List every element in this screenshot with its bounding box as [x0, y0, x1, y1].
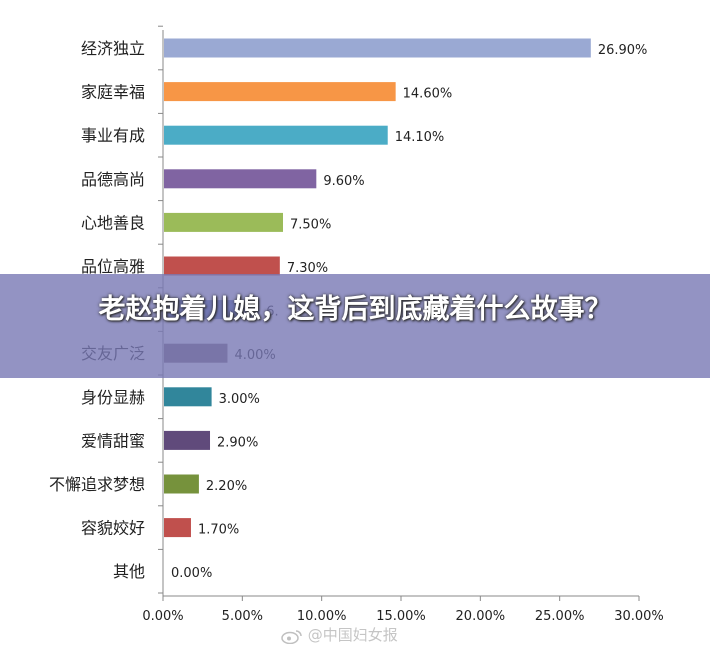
category-label: 心地善良: [81, 213, 145, 232]
data-label: 2.90%: [217, 435, 258, 450]
data-label: 9.60%: [323, 174, 364, 189]
bar: [164, 387, 212, 407]
category-label: 容貌姣好: [81, 519, 145, 538]
bar: [164, 38, 591, 58]
x-tick-label: 30.00%: [614, 609, 664, 624]
category-label: 身份显赫: [81, 388, 145, 407]
category-label: 事业有成: [81, 126, 145, 145]
bar: [164, 169, 317, 189]
category-label: 品德高尚: [81, 170, 145, 189]
bar: [164, 518, 191, 538]
data-label: 2.20%: [206, 479, 247, 494]
data-label: 26.90%: [598, 43, 648, 58]
category-label: 家庭幸福: [81, 83, 145, 102]
x-tick-label: 5.00%: [222, 609, 263, 624]
x-tick-label: 15.00%: [376, 609, 426, 624]
x-tick-label: 25.00%: [535, 609, 585, 624]
bar: [164, 212, 283, 232]
watermark-text: @中国妇女报: [307, 626, 398, 644]
bar: [164, 430, 211, 450]
title-overlay-banner: [0, 274, 710, 378]
category-label: 不懈追求梦想: [49, 475, 145, 494]
data-label: 7.30%: [287, 261, 328, 276]
weibo-icon: [281, 629, 302, 644]
data-label: 14.10%: [395, 130, 445, 145]
watermark: @中国妇女报: [281, 624, 398, 645]
x-tick-label: 20.00%: [456, 609, 506, 624]
bar: [164, 125, 388, 145]
data-label: 14.60%: [403, 87, 453, 102]
category-label: 其他: [113, 562, 145, 581]
data-label: 3.00%: [219, 392, 260, 407]
x-tick-label: 0.00%: [142, 609, 183, 624]
data-label: 1.70%: [198, 523, 239, 538]
category-label: 爱情甜蜜: [81, 431, 145, 450]
bar: [164, 256, 280, 276]
category-label: 品位高雅: [81, 257, 145, 276]
data-label: 0.00%: [171, 566, 212, 581]
bar: [164, 82, 396, 102]
data-label: 7.50%: [290, 217, 331, 232]
bar: [164, 474, 199, 494]
category-label: 经济独立: [81, 39, 145, 58]
x-tick-label: 10.00%: [297, 609, 347, 624]
overlay-title: 老赵抱着儿媳，这背后到底藏着什么故事？: [98, 294, 612, 325]
